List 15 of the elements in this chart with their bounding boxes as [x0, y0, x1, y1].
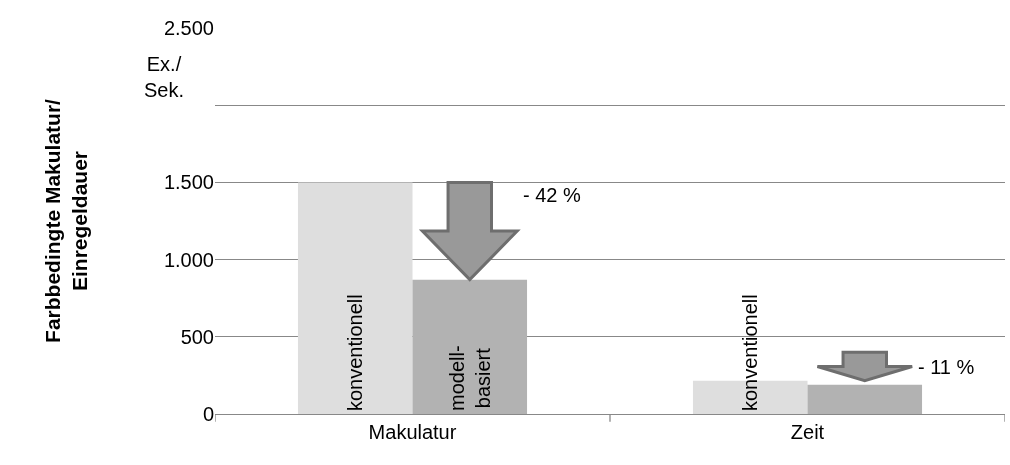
y-tick-label: 0	[202, 403, 214, 425]
data-label: modell- basiert	[445, 345, 494, 411]
annotation: - 42 %	[523, 184, 582, 206]
y-tick-label: 500	[180, 325, 214, 348]
y-tick-label: 2.500	[163, 17, 214, 39]
text: Ex./ Sek.	[144, 53, 185, 101]
x-tick-label: Makulatur	[368, 421, 457, 444]
data-label: konventionell	[344, 294, 367, 411]
y-tick-label: 1.500	[163, 171, 214, 194]
x-tick-label: Zeit	[790, 421, 825, 444]
bar	[297, 182, 413, 414]
annotation: - 11 %	[918, 356, 975, 378]
y-axis-title: Farbbedingte Makulatur/ Einregeldauer	[40, 98, 92, 343]
data-label: konventionell	[739, 294, 762, 411]
y-tick-label: 1.000	[163, 248, 214, 271]
